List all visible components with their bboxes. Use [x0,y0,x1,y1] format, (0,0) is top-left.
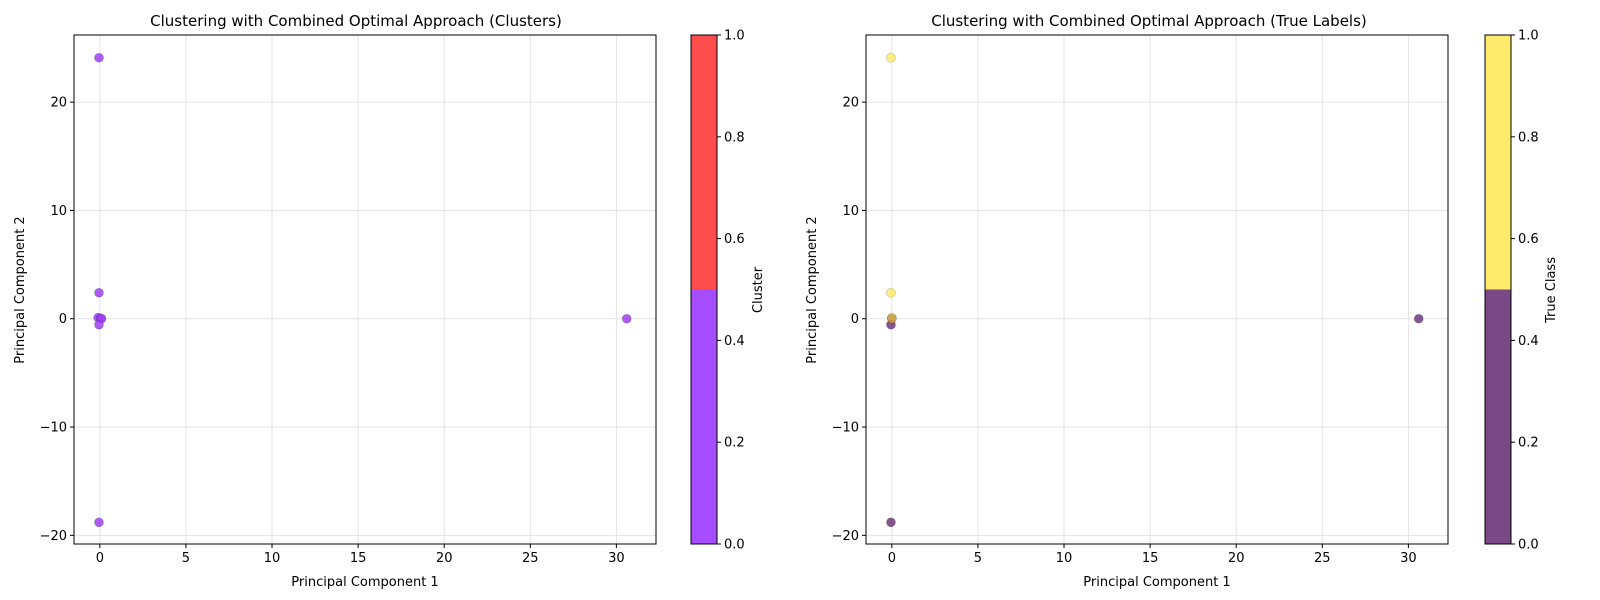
grid [74,35,656,544]
y-axis-ticks: −20 −10 0 10 20 [832,96,866,544]
x-tick-label: 15 [350,551,367,566]
colorbar-ticks: 0.0 0.2 0.4 0.6 0.8 1.0 [1511,29,1539,553]
x-tick-label: 5 [974,551,982,566]
colorbar-frame [690,34,718,545]
data-point [887,313,897,324]
colorbar-tick-label: 0.6 [1518,232,1539,247]
colorbar-tick-label: 0.0 [1518,538,1539,553]
data-point [94,319,104,330]
x-tick-label: 30 [608,551,625,566]
colorbar-tick-label: 0.2 [1518,436,1539,451]
x-tick-label: 20 [1228,551,1245,566]
x-tick-label: 10 [1056,551,1073,566]
points [93,52,632,528]
x-tick-label: 0 [96,551,104,566]
colorbar-tick-label: 0.2 [724,436,745,451]
x-tick-label: 25 [1314,551,1331,566]
colorbar-segment-low [1485,289,1511,544]
y-axis-label: Principal Component 2 [13,216,28,363]
x-tick-label: 25 [522,551,539,566]
colorbar-segment-high [1485,35,1511,290]
x-axis-ticks: 0 5 10 15 20 25 30 [888,544,1417,566]
y-tick-label: 10 [842,204,859,219]
colorbar-tick-label: 1.0 [724,29,745,44]
data-point [94,52,104,63]
data-point [621,313,632,324]
y-tick-label: −10 [40,421,67,436]
colorbar-tick-label: 0.8 [724,130,745,145]
x-axis-ticks: 0 5 10 15 20 25 30 [96,544,625,566]
colorbar-tick-label: 1.0 [1518,29,1539,44]
x-tick-label: 20 [436,551,453,566]
y-tick-label: 20 [50,96,67,111]
points [886,52,1424,528]
plot-frame [73,34,657,545]
x-tick-label: 0 [888,551,896,566]
colorbar-ticks: 0.0 0.2 0.4 0.6 0.8 1.0 [717,29,745,553]
y-tick-label: 20 [842,96,859,111]
data-point [886,517,896,528]
x-tick-label: 10 [264,551,281,566]
x-tick-label: 15 [1142,551,1159,566]
data-point [886,287,896,298]
y-tick-label: −20 [40,529,67,544]
colorbar-tick-label: 0.8 [1518,130,1539,145]
data-point [94,517,104,528]
data-point [94,287,104,298]
plot-frame [865,34,1449,545]
y-tick-label: 0 [59,312,67,327]
colorbar-label: True Class [1544,257,1559,324]
colorbar-tick-label: 0.0 [724,538,745,553]
data-point [1413,313,1424,324]
x-tick-label: 5 [182,551,190,566]
data-point [886,52,896,63]
colorbar-frame [1484,34,1512,545]
colorbar-label: Cluster [751,266,766,313]
true-labels-panel: Clustering with Combined Optimal Approac… [805,12,1559,590]
clusters-panel: Clustering with Combined Optimal Approac… [13,12,766,590]
y-axis-ticks: −20 −10 0 10 20 [40,96,74,544]
grid [866,35,1448,544]
x-tick-label: 30 [1400,551,1417,566]
colorbar-tick-label: 0.6 [724,232,745,247]
chart-title: Clustering with Combined Optimal Approac… [150,12,562,30]
colorbar-segment-low [691,289,717,544]
y-axis-label: Principal Component 2 [805,216,820,363]
y-tick-label: 10 [50,204,67,219]
y-tick-label: 0 [851,312,859,327]
x-axis-label: Principal Component 1 [291,575,438,590]
colorbar-tick-label: 0.4 [724,334,745,349]
y-tick-label: −10 [832,421,859,436]
y-tick-label: −20 [832,529,859,544]
chart-title: Clustering with Combined Optimal Approac… [931,12,1367,30]
colorbar-segment-high [691,35,717,290]
colorbar-tick-label: 0.4 [1518,334,1539,349]
x-axis-label: Principal Component 1 [1083,575,1230,590]
